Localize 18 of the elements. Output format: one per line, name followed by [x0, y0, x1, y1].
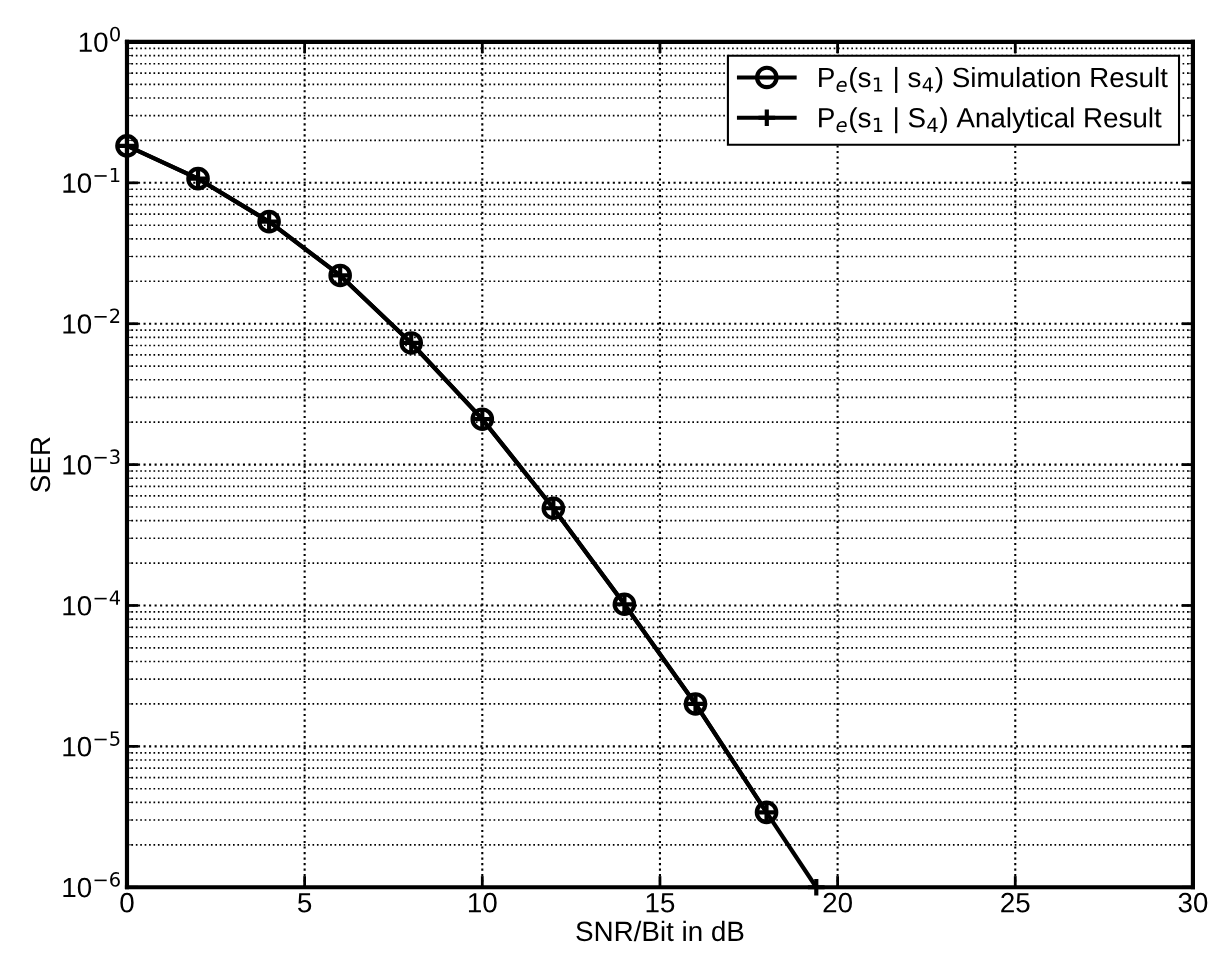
x-tick-label: 5 [298, 893, 312, 913]
x-tick-label: 10 [468, 892, 497, 913]
legend-label: P$_{e}$(s$_{1}$ | S$_{4}$) Analytical Result [819, 107, 1162, 134]
y-axis-title: SER [30, 437, 51, 492]
y-tick-label: 10$^{−1}$ [63, 167, 120, 193]
x-tick-label: 20 [823, 892, 852, 913]
y-tick-label: 10$^{0}$ [79, 26, 120, 53]
x-tick-label: 25 [1001, 892, 1030, 913]
x-tick-label: 15 [646, 893, 675, 913]
y-tick-label: 10$^{−4}$ [63, 590, 121, 616]
legend-label: P$_{e}$(s$_{1}$ | s$_{4}$) Simulation Result [819, 66, 1168, 93]
y-tick-label: 10$^{−6}$ [63, 872, 120, 898]
y-tick-label: 10$^{−3}$ [63, 449, 120, 475]
x-tick-label: 0 [120, 892, 134, 913]
x-tick-label: 30 [1178, 892, 1208, 913]
y-tick-label: 10$^{−5}$ [63, 731, 120, 757]
y-tick-label: 10$^{−2}$ [63, 308, 120, 334]
x-axis-title: SNR/Bit in dB [576, 920, 744, 942]
